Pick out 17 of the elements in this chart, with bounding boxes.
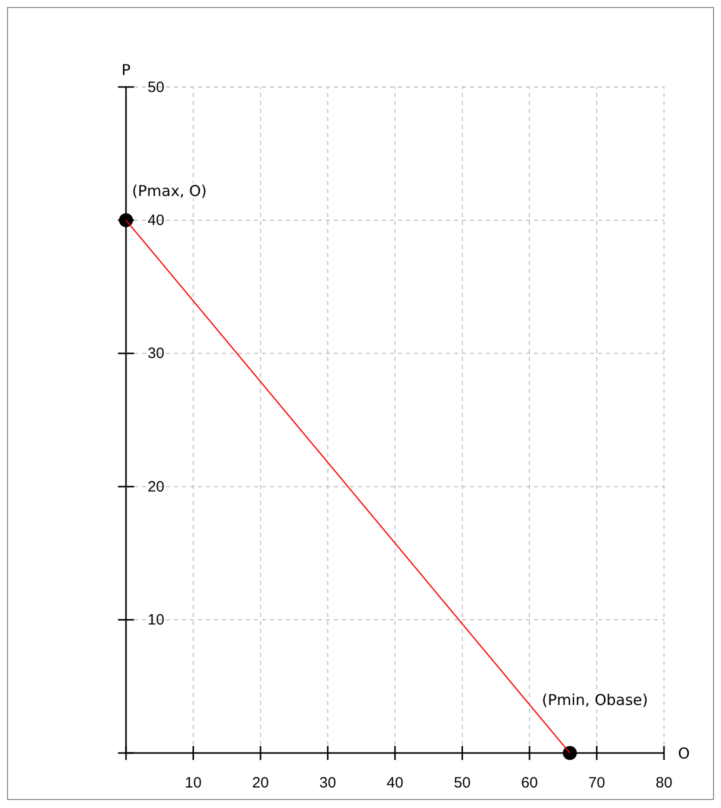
x-tick-label: 60 xyxy=(521,774,538,792)
y-tick-label: 30 xyxy=(148,345,164,362)
x-axis-title: O xyxy=(678,744,690,762)
x-tick-label: 10 xyxy=(184,774,202,792)
x-tick-label: 80 xyxy=(656,774,672,792)
y-tick-label: 40 xyxy=(148,212,164,229)
y-tick-label: 20 xyxy=(148,478,164,496)
x-tick-label: 50 xyxy=(454,774,471,792)
x-tick-label: 20 xyxy=(252,774,269,792)
annotation: (Pmin, Obase) xyxy=(542,691,648,709)
x-tick-label: 70 xyxy=(588,774,606,792)
y-axis-title: P xyxy=(121,61,131,79)
annotation: (Pmax, O) xyxy=(132,182,207,200)
y-tick-label: 50 xyxy=(148,78,164,96)
x-tick-label: 40 xyxy=(386,774,404,792)
y-tick-label: 10 xyxy=(148,612,164,629)
x-tick-label: 30 xyxy=(319,774,336,792)
